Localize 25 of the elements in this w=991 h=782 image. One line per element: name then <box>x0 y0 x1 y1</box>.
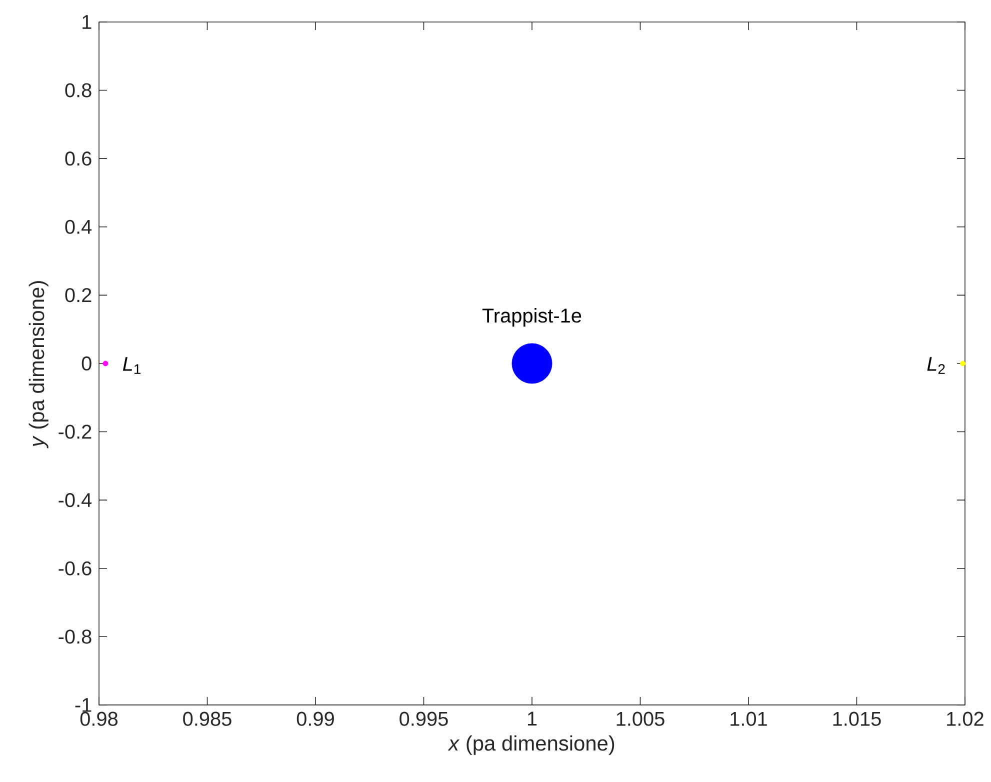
x-tick-label: 1.01 <box>730 712 767 726</box>
x-tick-label: 1 <box>528 712 537 726</box>
annotation: Trappist-1e <box>482 308 582 327</box>
x-tick-label: 0.985 <box>183 712 232 726</box>
x-tick-label: 1.005 <box>616 712 664 726</box>
y-axis-title: y (pa dimensione) <box>28 281 48 448</box>
y-tick-label: 1 <box>82 15 92 29</box>
y-tick-label: 0.4 <box>65 220 92 234</box>
annotation: L$_{2}$ <box>927 357 945 374</box>
y-tick-label: -1 <box>75 698 92 712</box>
x-tick-label: 0.98 <box>80 712 118 726</box>
x-tick-label: 1.015 <box>833 712 881 726</box>
y-tick-label: 0.2 <box>65 288 92 302</box>
y-tick-label: -0.4 <box>58 493 92 508</box>
x-tick-label: 0.995 <box>400 712 448 726</box>
annotation: L$_{1}$ <box>122 357 140 374</box>
y-tick-label: -0.6 <box>58 561 92 576</box>
x-tick-label: 0.99 <box>296 712 334 726</box>
x-axis-title: x (pa dimensione) <box>448 735 614 755</box>
y-tick-label: 0.8 <box>65 83 92 98</box>
y-tick-label: 0 <box>82 356 92 371</box>
x-tick-label: 1.02 <box>947 712 984 726</box>
y-tick-label: 0.6 <box>65 152 92 166</box>
y-tick-label: -0.2 <box>58 424 92 439</box>
y-tick-label: -0.8 <box>58 630 92 644</box>
